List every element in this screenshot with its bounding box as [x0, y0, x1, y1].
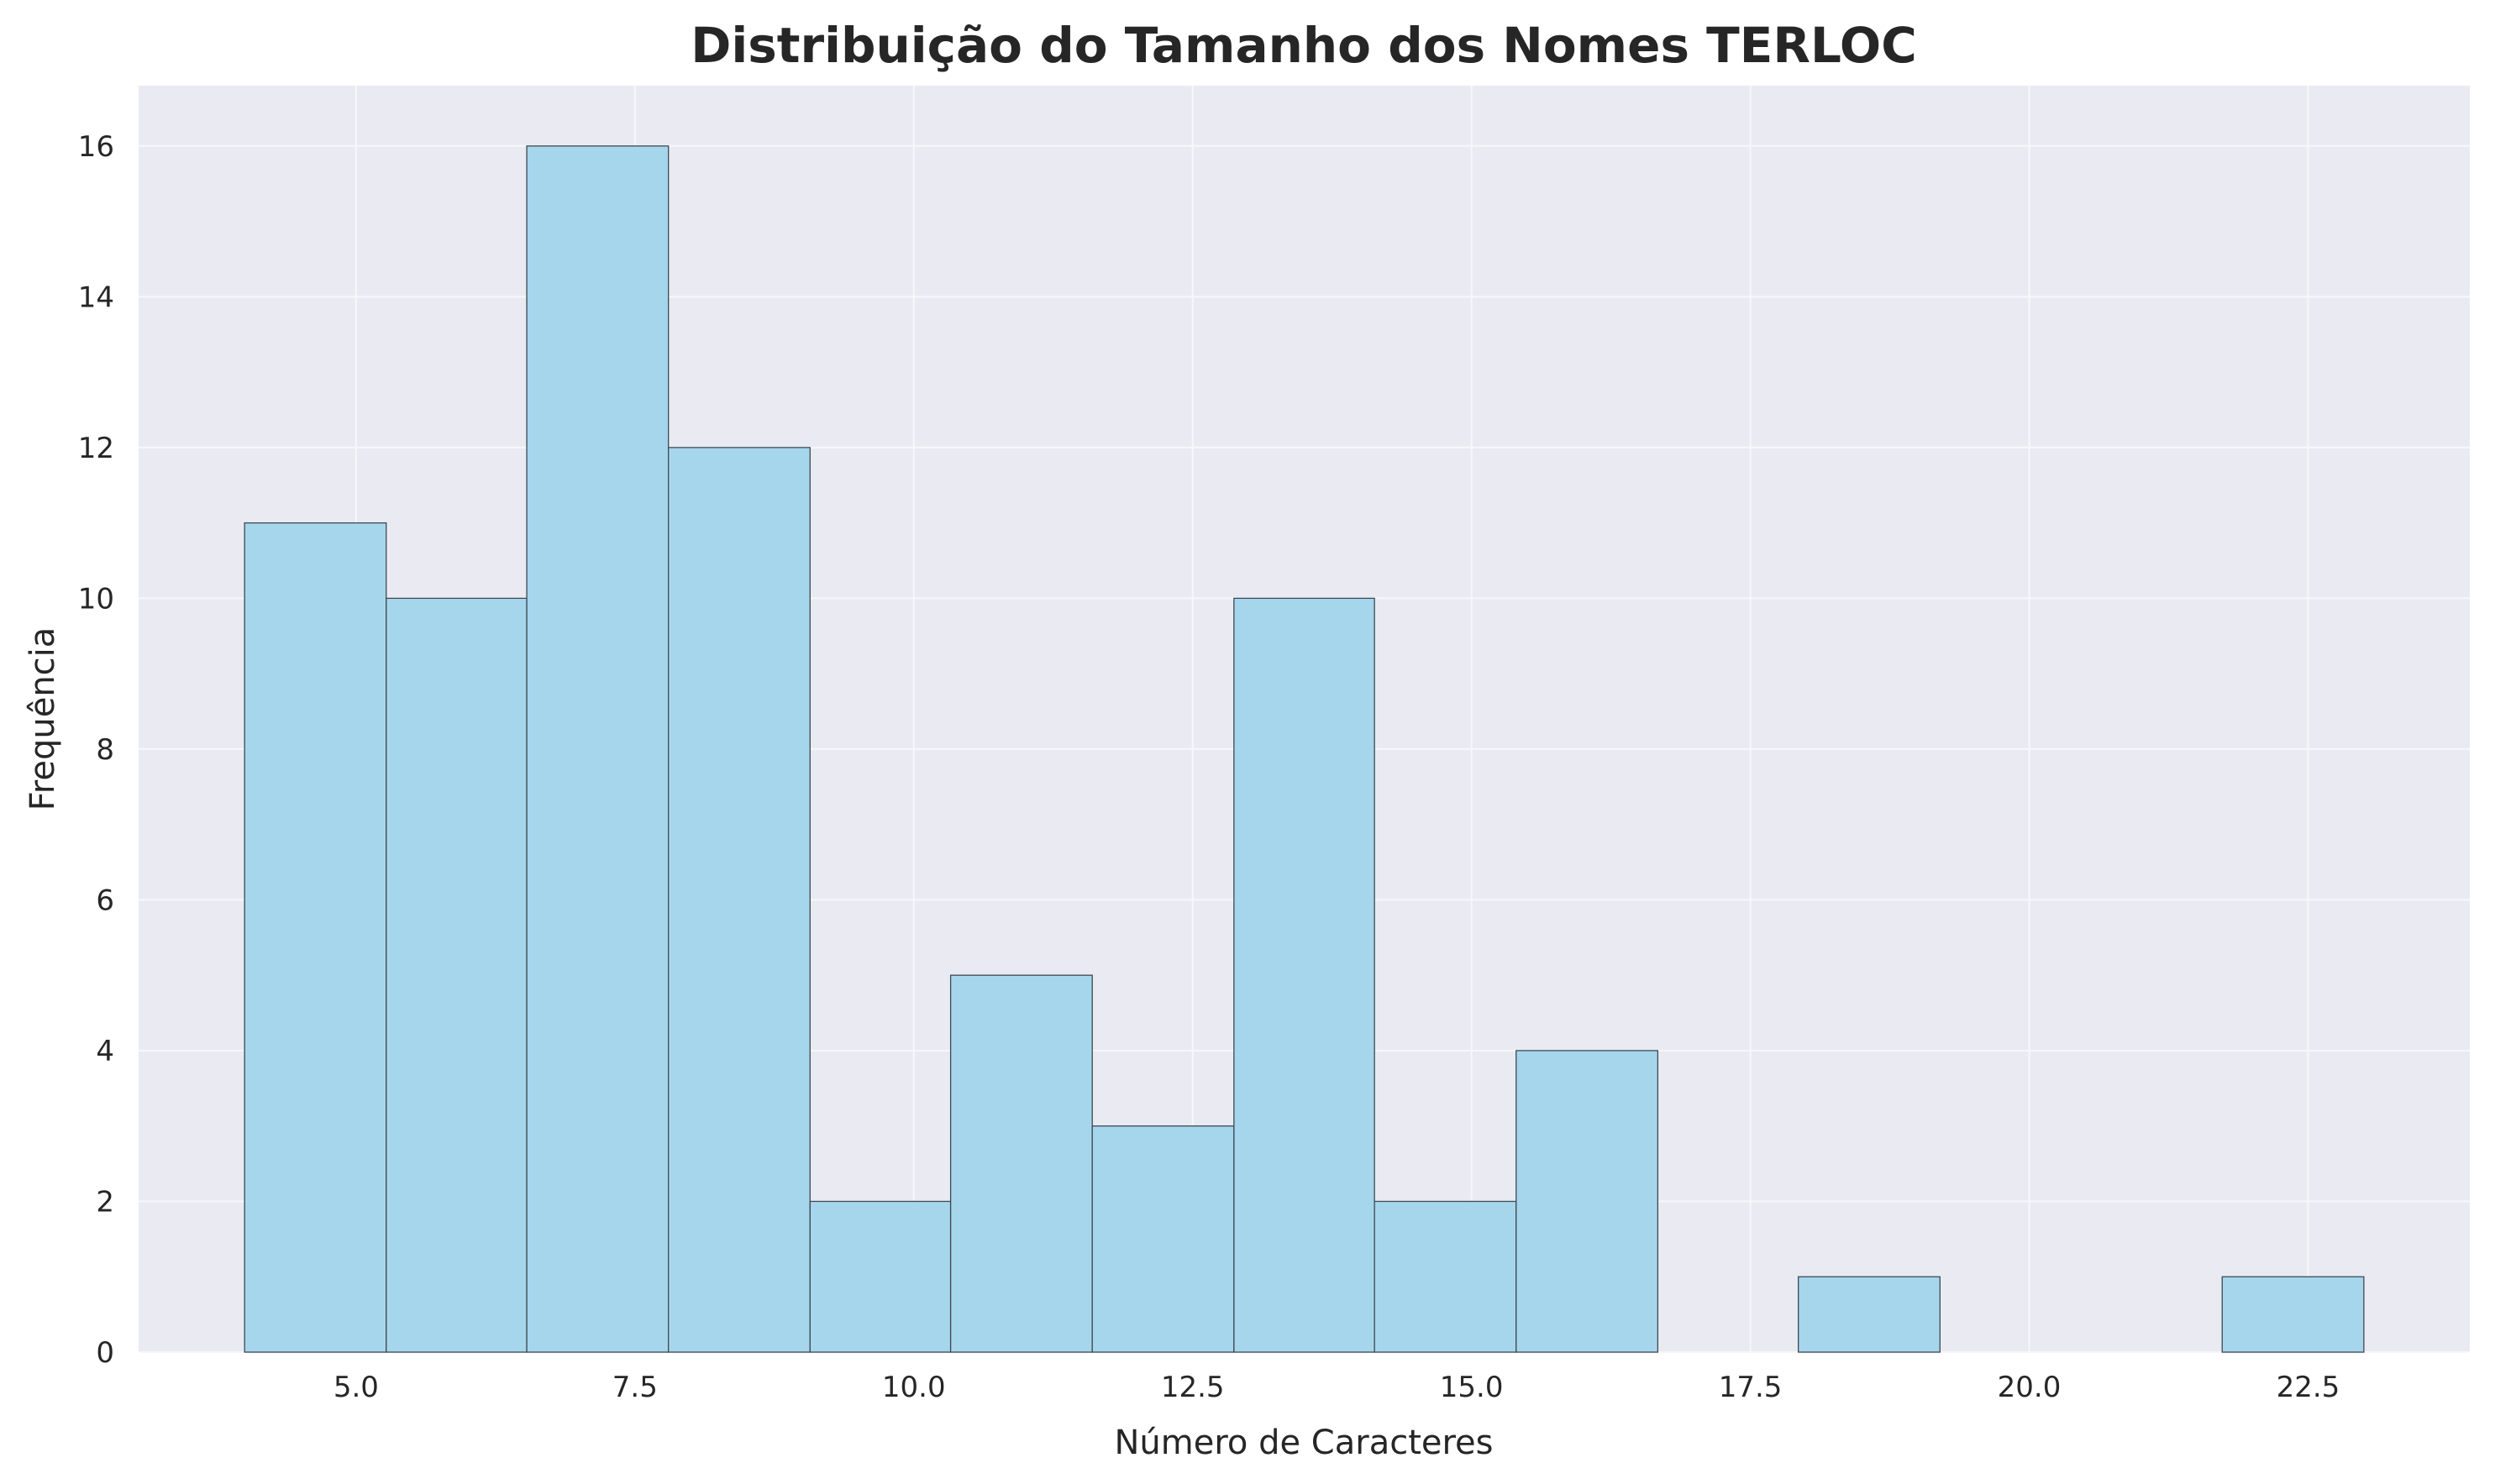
y-tick-label: 14: [78, 281, 114, 314]
y-axis-label: Frequência: [24, 627, 62, 811]
x-axis-label: Número de Caracteres: [1114, 1424, 1493, 1462]
histogram-bars: [244, 145, 2365, 1353]
x-tick-label: 10.0: [882, 1371, 946, 1404]
y-tick-label: 4: [96, 1035, 114, 1068]
x-tick-label: 7.5: [612, 1371, 658, 1404]
y-tick-label: 10: [78, 582, 114, 616]
y-tick-label: 6: [96, 884, 114, 917]
x-axis-ticks: 5.0 7.5 10.0 12.5 15.0 17.5 20.0 22.5: [334, 1371, 2340, 1404]
histogram-bar-6: [1091, 1125, 1235, 1353]
y-tick-label: 12: [78, 432, 114, 465]
y-tick-label: 0: [96, 1336, 114, 1370]
chart-title: Distribuição do Tamanho dos Nomes TERLOC: [691, 17, 1917, 74]
histogram-bar-11: [1798, 1276, 1941, 1353]
x-tick-label: 22.5: [2277, 1371, 2340, 1404]
histogram-bar-14: [2221, 1276, 2365, 1353]
x-tick-label: 17.5: [1719, 1371, 1783, 1404]
histogram-bar-1: [386, 597, 528, 1353]
histogram-bar-9: [1515, 1050, 1659, 1353]
histogram-bar-5: [949, 974, 1093, 1353]
histogram-bar-2: [526, 145, 670, 1353]
y-tick-label: 2: [96, 1185, 114, 1219]
x-tick-label: 15.0: [1440, 1371, 1504, 1404]
histogram-bar-4: [809, 1200, 952, 1353]
x-tick-label: 20.0: [1998, 1371, 2062, 1404]
x-tick-label: 5.0: [334, 1371, 379, 1404]
x-tick-label: 12.5: [1161, 1371, 1225, 1404]
histogram-bar-3: [668, 447, 811, 1353]
y-tick-label: 16: [78, 130, 114, 164]
histogram-bar-0: [244, 522, 387, 1353]
histogram-bar-8: [1374, 1200, 1517, 1353]
y-tick-label: 8: [96, 733, 114, 767]
histogram-bar-7: [1233, 597, 1375, 1353]
y-axis-ticks: 0 2 4 6 8 10 12 14 16: [78, 130, 114, 1370]
